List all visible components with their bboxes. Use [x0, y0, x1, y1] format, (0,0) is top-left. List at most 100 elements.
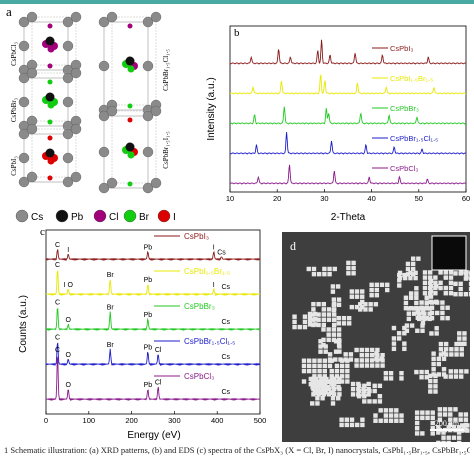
nanocrystal: [313, 376, 319, 382]
nanocrystal: [366, 381, 371, 387]
nanocrystal: [338, 357, 343, 362]
nanocrystal-cluster: [383, 370, 404, 381]
nanocrystal: [332, 392, 337, 397]
nanocrystal: [442, 412, 448, 417]
nanocrystal: [391, 341, 397, 346]
nanocrystal: [362, 399, 367, 404]
nanocrystal: [356, 386, 361, 392]
nanocrystal: [468, 281, 470, 287]
legend-swatch: [157, 209, 171, 223]
nanocrystal: [454, 347, 459, 352]
nanocrystal: [326, 337, 331, 343]
pb-atom: [45, 92, 55, 102]
nanocrystal: [307, 368, 312, 374]
cs-atom: [26, 67, 38, 79]
nanocrystal: [459, 423, 465, 428]
nanocrystal: [427, 306, 432, 311]
nanocrystal: [322, 374, 328, 379]
nanocrystal: [438, 347, 444, 352]
peak-label: Pb: [144, 245, 153, 252]
nanocrystal: [360, 417, 365, 422]
nanocrystal: [312, 368, 317, 374]
cell-frame-back: [31, 16, 77, 66]
nanocrystal: [315, 396, 320, 401]
nanocrystal: [436, 430, 441, 435]
nanocrystal: [399, 370, 404, 376]
nanocrystal: [451, 425, 457, 430]
nanocrystal: [413, 270, 418, 276]
nanocrystal: [448, 291, 454, 296]
nanocrystal: [406, 316, 412, 322]
nanocrystal: [377, 383, 383, 389]
nanocrystal: [358, 302, 363, 307]
nanocrystal: [361, 386, 366, 392]
nanocrystal: [417, 306, 422, 311]
nanocrystal: [313, 311, 318, 317]
element-legend: Cs Pb Cl Br I: [15, 209, 176, 223]
nanocrystal: [430, 410, 435, 415]
panel-d-tem-image: d 200 nm: [282, 232, 470, 442]
nanocrystal-cluster: [336, 315, 352, 326]
nanocrystal: [311, 301, 316, 307]
cs-atom: [70, 67, 82, 79]
nanocrystal-cluster: [436, 425, 467, 442]
series-legend-label: CsPbI₁.₅Br₁.₅: [184, 267, 230, 276]
nanocrystal: [321, 322, 327, 328]
nanocrystal: [427, 311, 432, 316]
nanocrystal: [428, 384, 433, 389]
nanocrystal: [326, 386, 332, 392]
legend-swatch: [55, 209, 69, 223]
cs-atom: [62, 176, 74, 188]
nanocrystal: [330, 284, 336, 289]
nanocrystal: [429, 310, 435, 316]
nanocrystal: [414, 426, 420, 431]
nanocrystal: [331, 297, 337, 302]
nanocrystal: [422, 306, 427, 311]
nanocrystal: [464, 369, 469, 374]
cs-atom: [62, 40, 74, 52]
nanocrystal: [346, 315, 352, 321]
nanocrystal: [434, 326, 439, 331]
nanocrystal: [306, 266, 311, 272]
nanocrystal: [453, 281, 458, 287]
nanocrystal: [326, 317, 332, 322]
nanocrystal: [433, 280, 438, 286]
nanocrystal: [333, 339, 339, 344]
nanocrystal: [457, 341, 462, 346]
nanocrystal: [403, 305, 409, 311]
series-line: [229, 106, 467, 125]
series-legend-label: CsPbCl₃: [390, 164, 418, 173]
nanocrystal: [320, 396, 325, 401]
nanocrystal: [433, 389, 438, 394]
nanocrystal: [428, 284, 434, 289]
nanocrystal: [419, 315, 424, 321]
nanocrystal: [403, 295, 409, 300]
nanocrystal: [441, 440, 446, 442]
series-line: [45, 307, 261, 332]
peak-label: I: [67, 247, 69, 254]
nanocrystal: [321, 301, 327, 307]
nanocrystal: [388, 408, 394, 413]
nanocrystal: [402, 341, 407, 346]
nanocrystal: [339, 363, 345, 369]
nanocrystal: [397, 278, 402, 283]
nanocrystal: [430, 426, 435, 431]
nanocrystal: [448, 280, 454, 286]
nanocrystal: [396, 336, 402, 341]
nanocrystal: [448, 285, 454, 291]
nanocrystal-cluster: [428, 373, 438, 394]
nanocrystal: [410, 256, 416, 261]
nanocrystal: [429, 305, 435, 310]
nanocrystal: [375, 358, 380, 363]
nanocrystal: [363, 307, 368, 312]
nanocrystal: [337, 349, 342, 354]
nanocrystal: [420, 328, 425, 333]
nanocrystal: [378, 418, 383, 423]
nanocrystal: [396, 331, 402, 336]
nanocrystal: [312, 358, 317, 363]
nanocrystal: [372, 383, 377, 389]
nanocrystal: [333, 357, 338, 362]
nanocrystal: [459, 369, 464, 374]
nanocrystal: [434, 331, 439, 336]
